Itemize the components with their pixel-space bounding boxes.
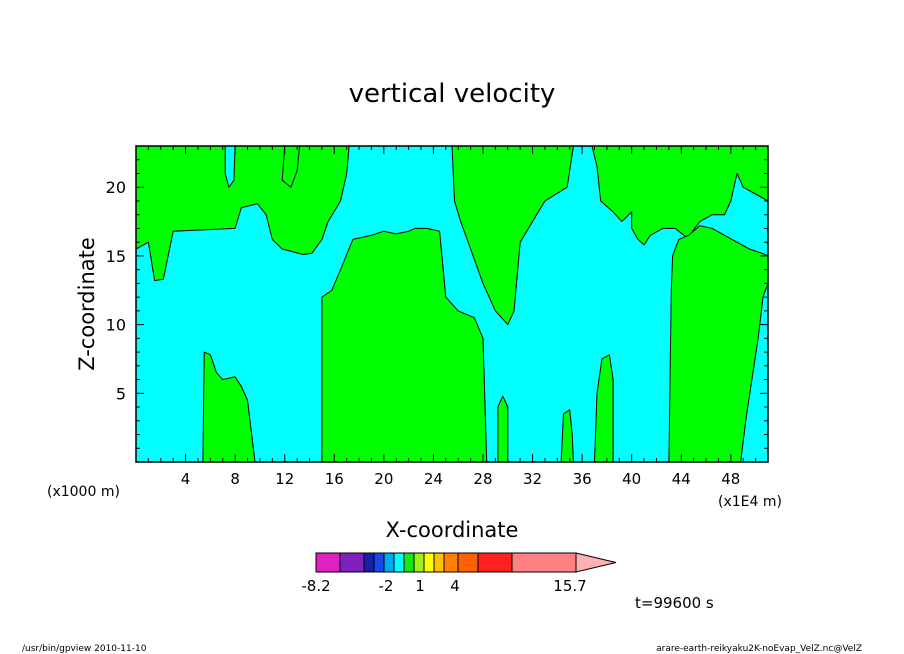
x-tick-label: 32	[523, 470, 542, 488]
colorbar-tick-label: -8.2	[301, 577, 330, 595]
footer-program: /usr/bin/gpview 2010-11-10	[22, 644, 147, 654]
x-tick-label: 48	[721, 470, 740, 488]
x-tick-label: 8	[230, 470, 240, 488]
positive-region-9	[591, 145, 769, 246]
colorbar-segment	[339, 552, 365, 573]
y-tick-label: 20	[106, 178, 126, 197]
colorbar-segment	[477, 552, 513, 573]
positive-region-6	[497, 395, 509, 463]
x-tick-label: 16	[325, 470, 344, 488]
plot-frame	[135, 145, 769, 463]
time-label: t=99600 s	[635, 594, 714, 612]
positive-region-5	[451, 145, 574, 326]
x-tick-label: 4	[181, 470, 191, 488]
colorbar: -8.2 -2 1 4 15.7	[301, 552, 617, 595]
y-tick-label: 10	[106, 316, 126, 335]
colorbar-tick-label: -2	[379, 577, 394, 595]
colorbar-segment	[403, 552, 415, 573]
x-tick-label: 36	[573, 470, 592, 488]
x-tick-label: 12	[275, 470, 294, 488]
positive-region-4	[321, 227, 488, 463]
colorbar-segment	[457, 552, 479, 573]
y-tick-label: 15	[106, 247, 126, 266]
colorbar-segment	[383, 552, 395, 573]
y-tick-label: 5	[116, 384, 126, 403]
colorbar-segment	[433, 552, 445, 573]
colorbar-segment	[443, 552, 459, 573]
x-axis-label: X-coordinate	[386, 518, 519, 542]
colorbar-tick-label: 4	[450, 577, 460, 595]
x-tick-label: 44	[672, 470, 691, 488]
positive-region-3	[202, 351, 256, 463]
colorbar-segment	[315, 552, 341, 573]
x-tick-label: 20	[374, 470, 393, 488]
x-tick-label: 40	[622, 470, 641, 488]
chart-title: vertical velocity	[349, 79, 556, 109]
positive-region-1	[135, 145, 350, 282]
colorbar-segment	[363, 552, 375, 573]
colorbar-segment	[373, 552, 385, 573]
y-axis-label: Z-coordinate	[75, 237, 99, 371]
colorbar-segment	[423, 552, 435, 573]
x-tick-label: 28	[473, 470, 492, 488]
x-unit-label: (x1000 m)	[47, 484, 120, 500]
positive-region-10	[668, 225, 769, 463]
x-tick-label: 24	[424, 470, 443, 488]
colorbar-tick-label: 1	[415, 577, 425, 595]
colorbar-max-triangle	[575, 552, 617, 573]
colorbar-segment	[413, 552, 425, 573]
x-multiplier-label: (x1E4 m)	[718, 494, 782, 510]
footer-source: arare-earth-reikyaku2K-noEvap_VelZ.nc@Ve…	[656, 644, 862, 654]
colorbar-segment	[511, 552, 577, 573]
colorbar-segment	[393, 552, 405, 573]
colorbar-tick-label: 15.7	[553, 577, 586, 595]
